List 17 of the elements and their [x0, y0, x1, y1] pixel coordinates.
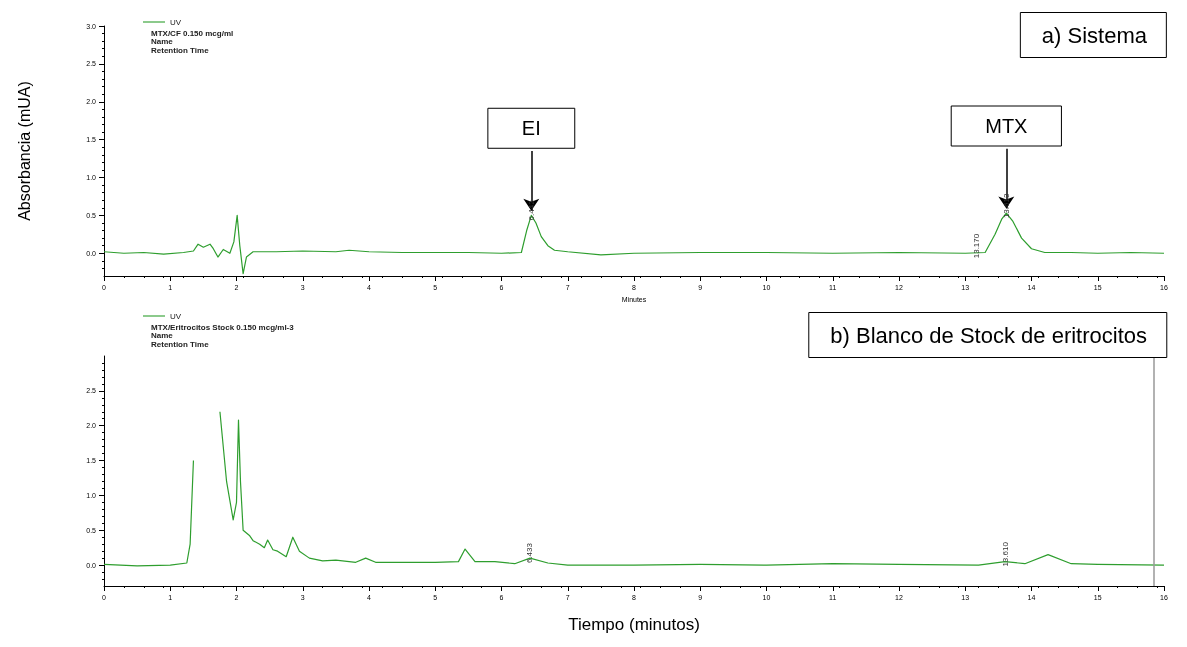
annotation: MTX/CF 0.150 mcg/ml	[151, 28, 234, 38]
text: Name	[151, 331, 174, 340]
x-axis-title: Tiempo (minutos)	[568, 615, 700, 634]
annotation: 6.433	[525, 542, 535, 564]
y-axis-title: Absorbancia (mUA)	[15, 81, 33, 221]
annotation: 13.610	[1000, 541, 1010, 567]
annotation: Name	[151, 37, 174, 46]
legend-label: UV	[170, 311, 182, 321]
text: MTX/Eritrocitos Stock 0.150 mcg/ml-3	[151, 322, 295, 332]
chart-title: a) Sistema	[1041, 22, 1148, 48]
annotation: 13.170	[972, 233, 982, 259]
text: Retention Time	[151, 339, 210, 349]
legend-label: UV	[170, 17, 182, 27]
annotation: MTX	[985, 115, 1028, 137]
annotation: Retention Time	[151, 45, 210, 55]
annotation: EI	[521, 117, 541, 140]
chart-title: b) Blanco de Stock de eritrocitos	[830, 322, 1148, 348]
